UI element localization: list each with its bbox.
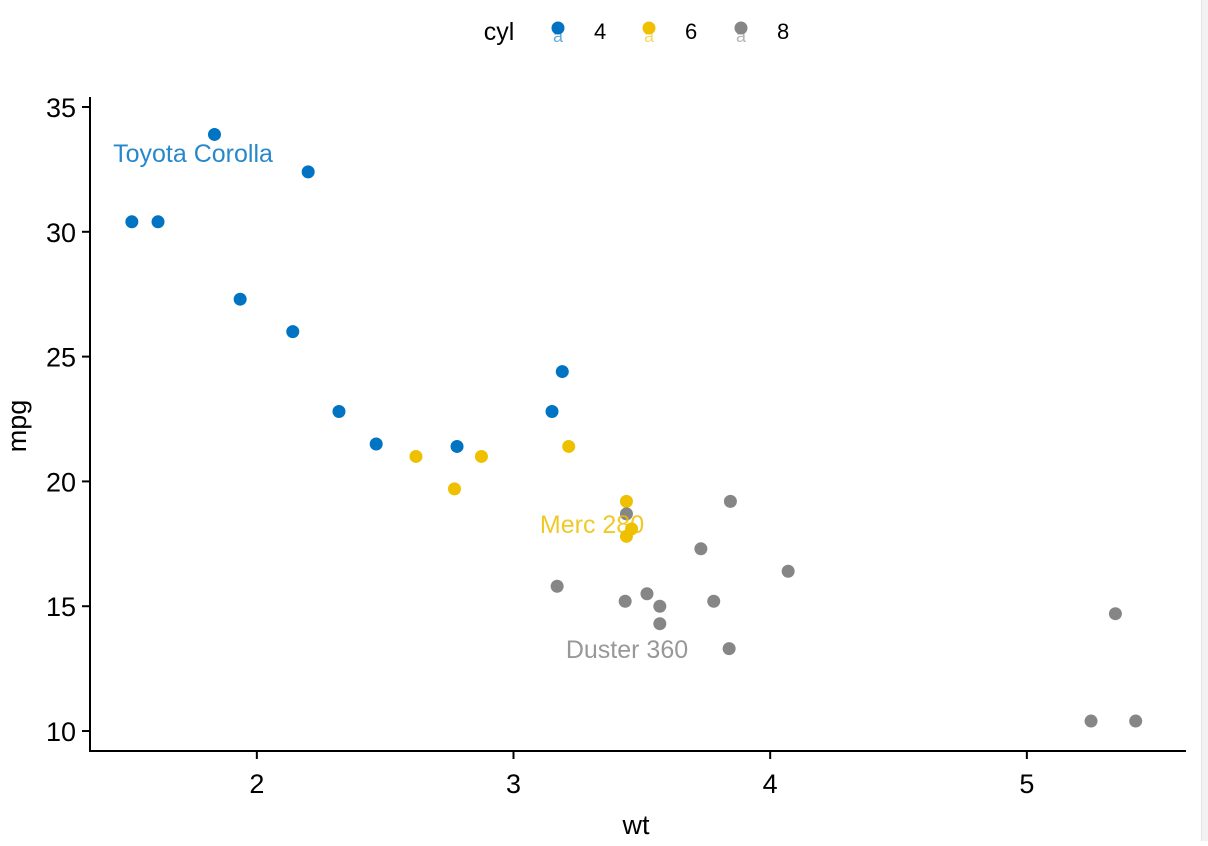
data-point	[1084, 714, 1098, 728]
y-tick-label: 10	[46, 717, 76, 747]
data-point	[233, 292, 247, 306]
window-edge	[1201, 0, 1208, 841]
data-point	[286, 325, 300, 339]
y-tick-label: 30	[46, 218, 76, 248]
data-point	[781, 564, 795, 578]
data-point	[562, 439, 576, 453]
legend-entry-label: 8	[777, 19, 789, 44]
data-point	[332, 405, 346, 419]
legend-key-point	[642, 21, 656, 35]
y-tick-label: 20	[46, 467, 76, 497]
legend-key-glyph: a	[553, 26, 564, 46]
data-point	[619, 529, 633, 543]
y-tick-label: 25	[46, 343, 76, 373]
data-point	[653, 617, 667, 631]
point-label: Toyota Corolla	[113, 140, 273, 168]
data-point	[125, 215, 139, 229]
legend-entry-label: 6	[685, 19, 697, 44]
legend-key-glyph: a	[644, 26, 655, 46]
x-tick-label: 5	[1019, 769, 1034, 799]
data-point	[619, 494, 633, 508]
y-tick-label: 15	[46, 592, 76, 622]
legend-key-point	[734, 21, 748, 35]
data-point	[450, 439, 464, 453]
data-point	[545, 405, 559, 419]
point-label: Merc 280	[540, 511, 644, 539]
data-point	[301, 165, 315, 179]
point-label: Duster 360	[566, 636, 688, 664]
data-point	[723, 494, 737, 508]
data-point	[555, 365, 569, 379]
y-axis-title: mpg	[2, 400, 32, 453]
legend-entry-label: 4	[594, 19, 606, 44]
data-point	[409, 449, 423, 463]
axes: wt mpg 2 3 4 5 10 15 20 25 30 35	[2, 93, 1186, 840]
data-point	[707, 594, 721, 608]
data-point	[550, 579, 564, 593]
x-axis-title: wt	[622, 810, 650, 840]
legend-key-glyph: a	[736, 26, 747, 46]
data-point	[151, 215, 165, 229]
x-tick-label: 3	[506, 769, 521, 799]
data-point	[722, 642, 736, 656]
data-point	[447, 482, 461, 496]
data-points	[125, 127, 1143, 728]
data-point	[1108, 607, 1122, 621]
point-labels: Toyota Corolla Merc 280 Duster 360	[113, 140, 688, 664]
data-point	[640, 587, 654, 601]
data-point	[474, 449, 488, 463]
legend-title: cyl	[484, 18, 515, 46]
data-point	[1129, 714, 1143, 728]
y-tick-label: 35	[46, 93, 76, 123]
data-point	[369, 437, 383, 451]
data-point	[694, 542, 708, 556]
data-point	[618, 594, 632, 608]
data-point	[653, 599, 667, 613]
data-point	[207, 127, 221, 141]
x-tick-label: 2	[249, 769, 264, 799]
legend-key-point	[551, 21, 565, 35]
data-point	[619, 507, 633, 521]
legend: cyl a 4 a 6 a 8	[484, 18, 790, 46]
x-tick-label: 4	[763, 769, 778, 799]
